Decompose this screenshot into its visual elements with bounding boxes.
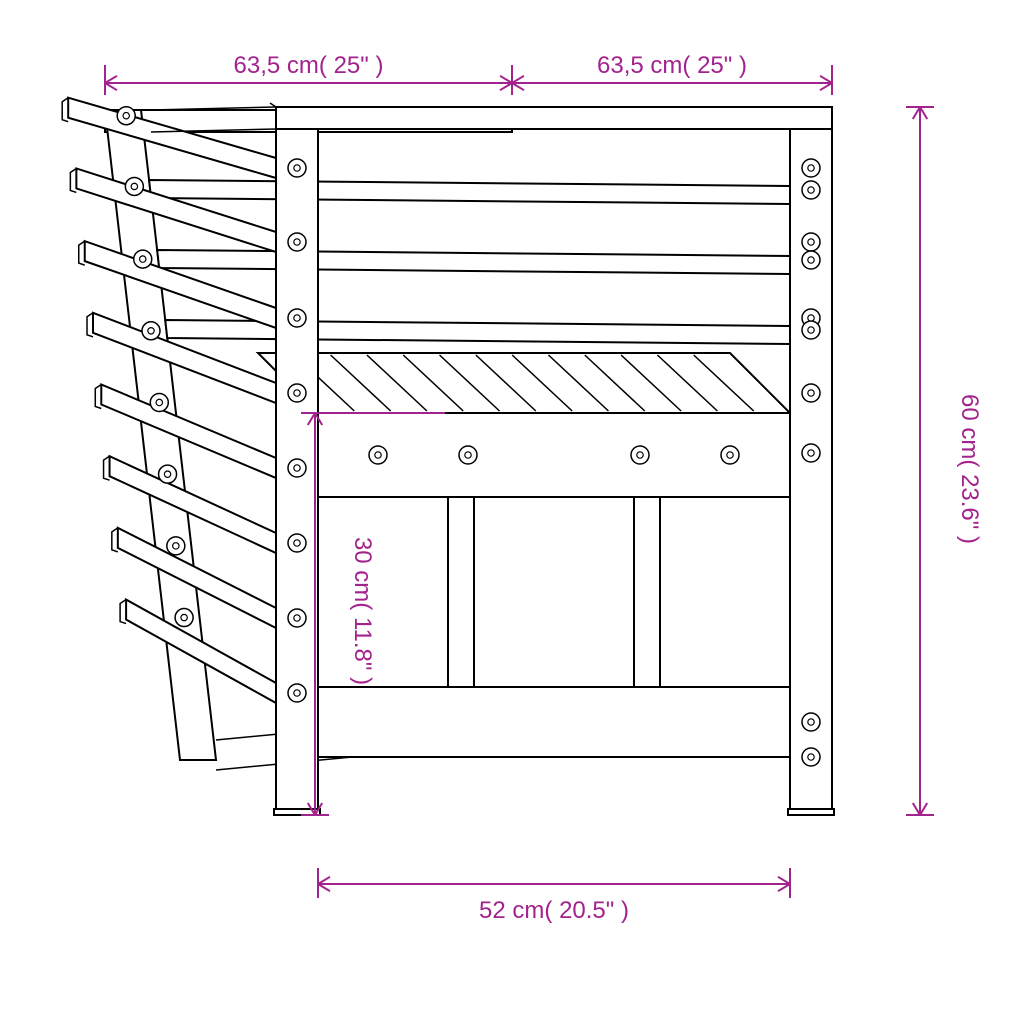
dim-width-right: 63,5 cm( 25" ) (597, 52, 747, 79)
dim-width-left: 63,5 cm( 25" ) (234, 52, 384, 79)
dim-height-total: 60 cm( 23.6" ) (956, 394, 983, 544)
dim-inner-width: 52 cm( 20.5" ) (479, 897, 629, 924)
dim-seat-height: 30 cm( 11.8" ) (349, 537, 376, 685)
